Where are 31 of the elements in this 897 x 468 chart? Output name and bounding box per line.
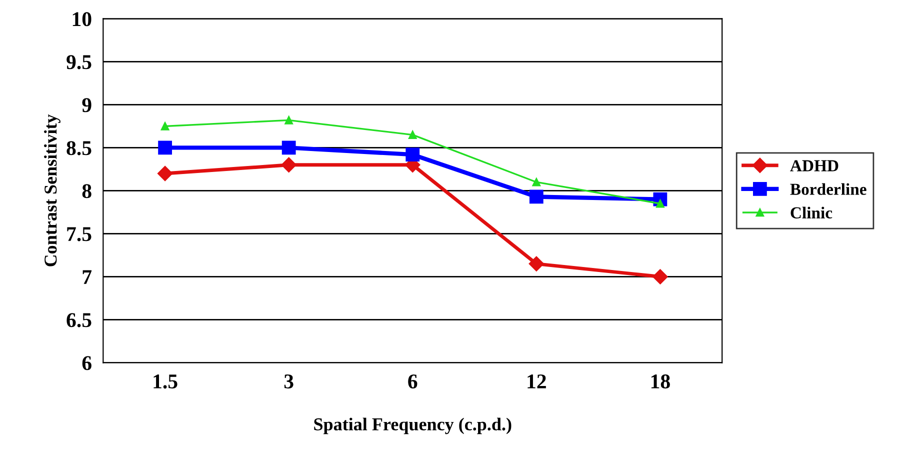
x-tick-label: 6	[408, 374, 418, 388]
point	[282, 140, 296, 155]
x-tick-label: 18	[651, 374, 670, 388]
y-tick-label: 6.5	[66, 313, 92, 328]
y-tick-label: 8	[82, 184, 92, 198]
y-tick-label: 10	[72, 12, 92, 26]
x-axis-title: Spatial Frequency (c.p.d.)	[314, 418, 512, 434]
y-tick-label: 6	[82, 356, 92, 370]
legend-label: Borderline	[790, 183, 866, 195]
x-tick-label: 12	[528, 374, 546, 388]
point	[529, 190, 544, 204]
point	[408, 130, 417, 139]
point	[284, 116, 293, 124]
point	[528, 256, 544, 272]
y-tick-label: 9.5	[66, 55, 92, 70]
y-axis-title: Contrast Sensitivity	[44, 114, 60, 266]
point	[158, 140, 172, 155]
point	[406, 148, 420, 162]
point	[157, 166, 173, 182]
y-tick-label: 8.5	[66, 141, 92, 156]
y-tick-label: 9	[82, 98, 92, 112]
x-tick-label: 1.5	[154, 374, 178, 389]
point	[532, 178, 541, 186]
point	[160, 122, 170, 130]
legend-label: ADHD	[790, 160, 838, 172]
y-tick-label: 7.5	[67, 227, 92, 242]
x-tick-label: 3	[284, 374, 294, 388]
legend-label: Clinic	[790, 206, 832, 218]
y-tick-label: 7	[82, 270, 92, 284]
point	[281, 157, 296, 172]
point	[652, 269, 668, 284]
